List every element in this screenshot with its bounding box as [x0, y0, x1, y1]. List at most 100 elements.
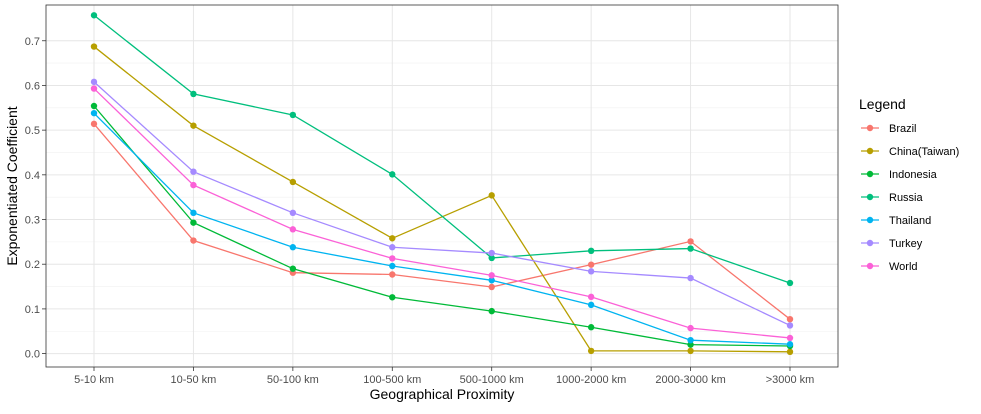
grid-lines [46, 5, 838, 367]
data-point [289, 226, 297, 233]
data-point [389, 262, 396, 270]
data-point [687, 347, 694, 355]
series-line-world [93, 88, 791, 339]
data-point [190, 181, 197, 189]
y-tick-label: 0.3 [25, 215, 40, 227]
panel-border [45, 4, 839, 368]
data-point [389, 271, 396, 278]
data-point [90, 78, 98, 86]
data-point [687, 245, 694, 252]
legend: Legend Brazil China(Taiwan) Indonesia Russi… [859, 96, 959, 273]
data-point [687, 274, 694, 282]
data-point [90, 102, 98, 110]
x-axis-ticks: 5-10 km 10-50 km 50-100 km 100-500 km 500-10… [74, 367, 814, 386]
legend-label: World [889, 261, 918, 273]
data-point [90, 43, 98, 50]
x-tick-label: 5-10 km [74, 374, 114, 386]
legend-title: Legend [859, 96, 906, 112]
legend-label: Brazil [889, 123, 917, 135]
data-point [488, 277, 495, 284]
data-point [786, 334, 794, 342]
x-tick-label: 1000-2000 km [556, 374, 626, 386]
data-point [289, 209, 297, 217]
data-point [587, 247, 595, 255]
data-point [190, 168, 197, 175]
legend-key-point [866, 147, 874, 155]
series-line-china-taiwan- [93, 46, 791, 353]
data-point [687, 336, 694, 344]
data-point [587, 293, 595, 301]
data-point [587, 301, 595, 309]
data-point [488, 272, 495, 279]
data-point [587, 324, 595, 331]
x-tick-label: >3000 km [766, 374, 815, 386]
data-point [786, 315, 794, 323]
series-line-turkey [93, 81, 791, 327]
data-point [90, 85, 98, 92]
data-point [190, 209, 197, 217]
legend-label: Turkey [889, 238, 923, 250]
data-point [190, 237, 197, 244]
x-tick-label: 10-50 km [170, 374, 216, 386]
legend-key-point [866, 262, 874, 270]
data-point [687, 341, 694, 348]
data-point [389, 235, 396, 242]
x-tick-label: 100-500 km [363, 374, 421, 386]
data-point [190, 219, 197, 226]
series-line-indonesia [93, 105, 791, 347]
data-point [289, 111, 297, 119]
data-point [687, 238, 694, 245]
data-point [90, 109, 98, 117]
data-point [488, 249, 495, 257]
y-tick-label: 0.7 [25, 36, 40, 48]
data-point [488, 307, 495, 315]
data-point [389, 294, 396, 301]
data-point [488, 192, 495, 199]
data-point [190, 90, 197, 98]
series-line-thailand [93, 112, 791, 345]
data-point [587, 347, 595, 355]
y-tick-label: 0.6 [25, 80, 40, 92]
data-point [190, 122, 197, 129]
y-tick-label: 0.5 [25, 125, 40, 137]
y-tick-label: 0.0 [25, 349, 40, 361]
data-point [389, 171, 396, 178]
data-point [389, 255, 396, 262]
series-lines [93, 14, 791, 353]
legend-label: Thailand [889, 215, 931, 227]
data-point [786, 322, 794, 329]
y-tick-label: 0.4 [25, 170, 40, 182]
data-point [389, 244, 396, 251]
series-line-russia [93, 14, 791, 284]
data-point [90, 120, 98, 128]
data-point [786, 341, 794, 348]
data-point [488, 254, 495, 262]
y-axis-ticks: 0.0 0.1 0.2 0.3 0.4 0.5 0.6 0.7 [25, 36, 46, 361]
y-axis-title: Exponentiated Coefficient [4, 106, 20, 265]
data-point [687, 324, 694, 332]
data-point [289, 178, 297, 186]
data-point [786, 348, 794, 356]
data-point [90, 12, 98, 19]
legend-key-point [866, 124, 874, 132]
series-line-brazil [93, 123, 791, 320]
y-tick-label: 0.1 [25, 304, 40, 316]
series-points [90, 12, 794, 356]
data-point [587, 261, 595, 268]
legend-key-point [866, 170, 874, 178]
legend-label: China(Taiwan) [889, 146, 959, 158]
x-tick-label: 500-1000 km [460, 374, 524, 386]
x-tick-label: 2000-3000 km [655, 374, 725, 386]
x-tick-label: 50-100 km [267, 374, 319, 386]
legend-label: Indonesia [889, 169, 938, 181]
legend-key-point [866, 193, 874, 201]
x-axis-title: Geographical Proximity [370, 386, 515, 402]
data-point [786, 279, 794, 287]
data-point [289, 244, 297, 251]
legend-key-point [866, 239, 874, 247]
legend-key-point [866, 216, 874, 224]
legend-label: Russia [889, 192, 924, 204]
data-point [587, 268, 595, 275]
